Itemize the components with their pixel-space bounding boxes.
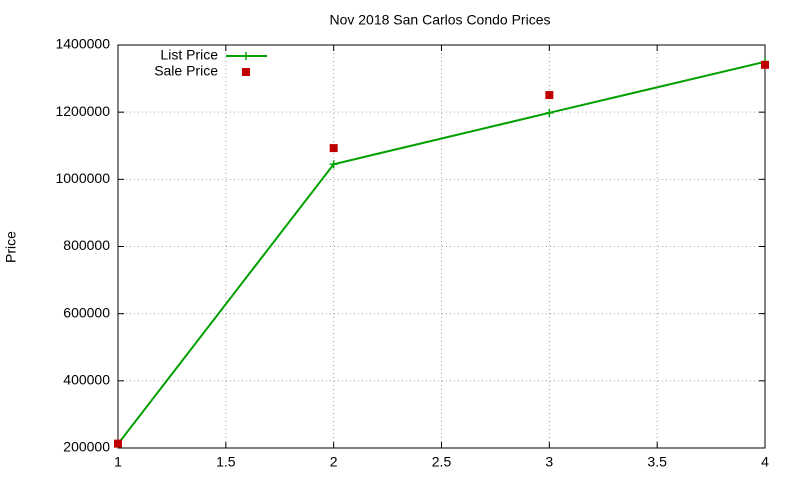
y-tick-label: 400000 [63,372,110,388]
point [114,439,122,448]
point-marker [329,160,338,169]
plot-border [117,44,766,449]
x-tick-label: 3.5 [647,454,667,470]
legend-label: Sale Price [154,63,218,79]
x-tick-label: 1.5 [216,454,236,470]
x-tick-label: 1 [114,454,122,470]
x-tick-label: 2.5 [432,454,452,470]
legend-swatch [242,68,250,76]
x-tick-label: 2 [330,454,338,470]
y-tick-label: 1400000 [55,36,110,52]
y-tick-label: 1200000 [55,103,110,119]
chart-title: Nov 2018 San Carlos Condo Prices [329,12,550,28]
y-tick-label: 1000000 [55,170,110,186]
point [329,144,338,153]
series-line [117,60,766,445]
legend-swatch [242,52,250,60]
y-tick-label: 800000 [63,237,110,253]
point [545,91,554,100]
y-tick-label: 600000 [63,304,110,320]
x-tick-label: 4 [761,454,769,470]
x-tick-label: 3 [545,454,553,470]
y-tick-label: 200000 [63,439,110,455]
point-marker [545,108,554,117]
point [761,60,769,69]
legend-label: List Price [160,47,218,63]
y-axis-label: Price [3,231,19,263]
